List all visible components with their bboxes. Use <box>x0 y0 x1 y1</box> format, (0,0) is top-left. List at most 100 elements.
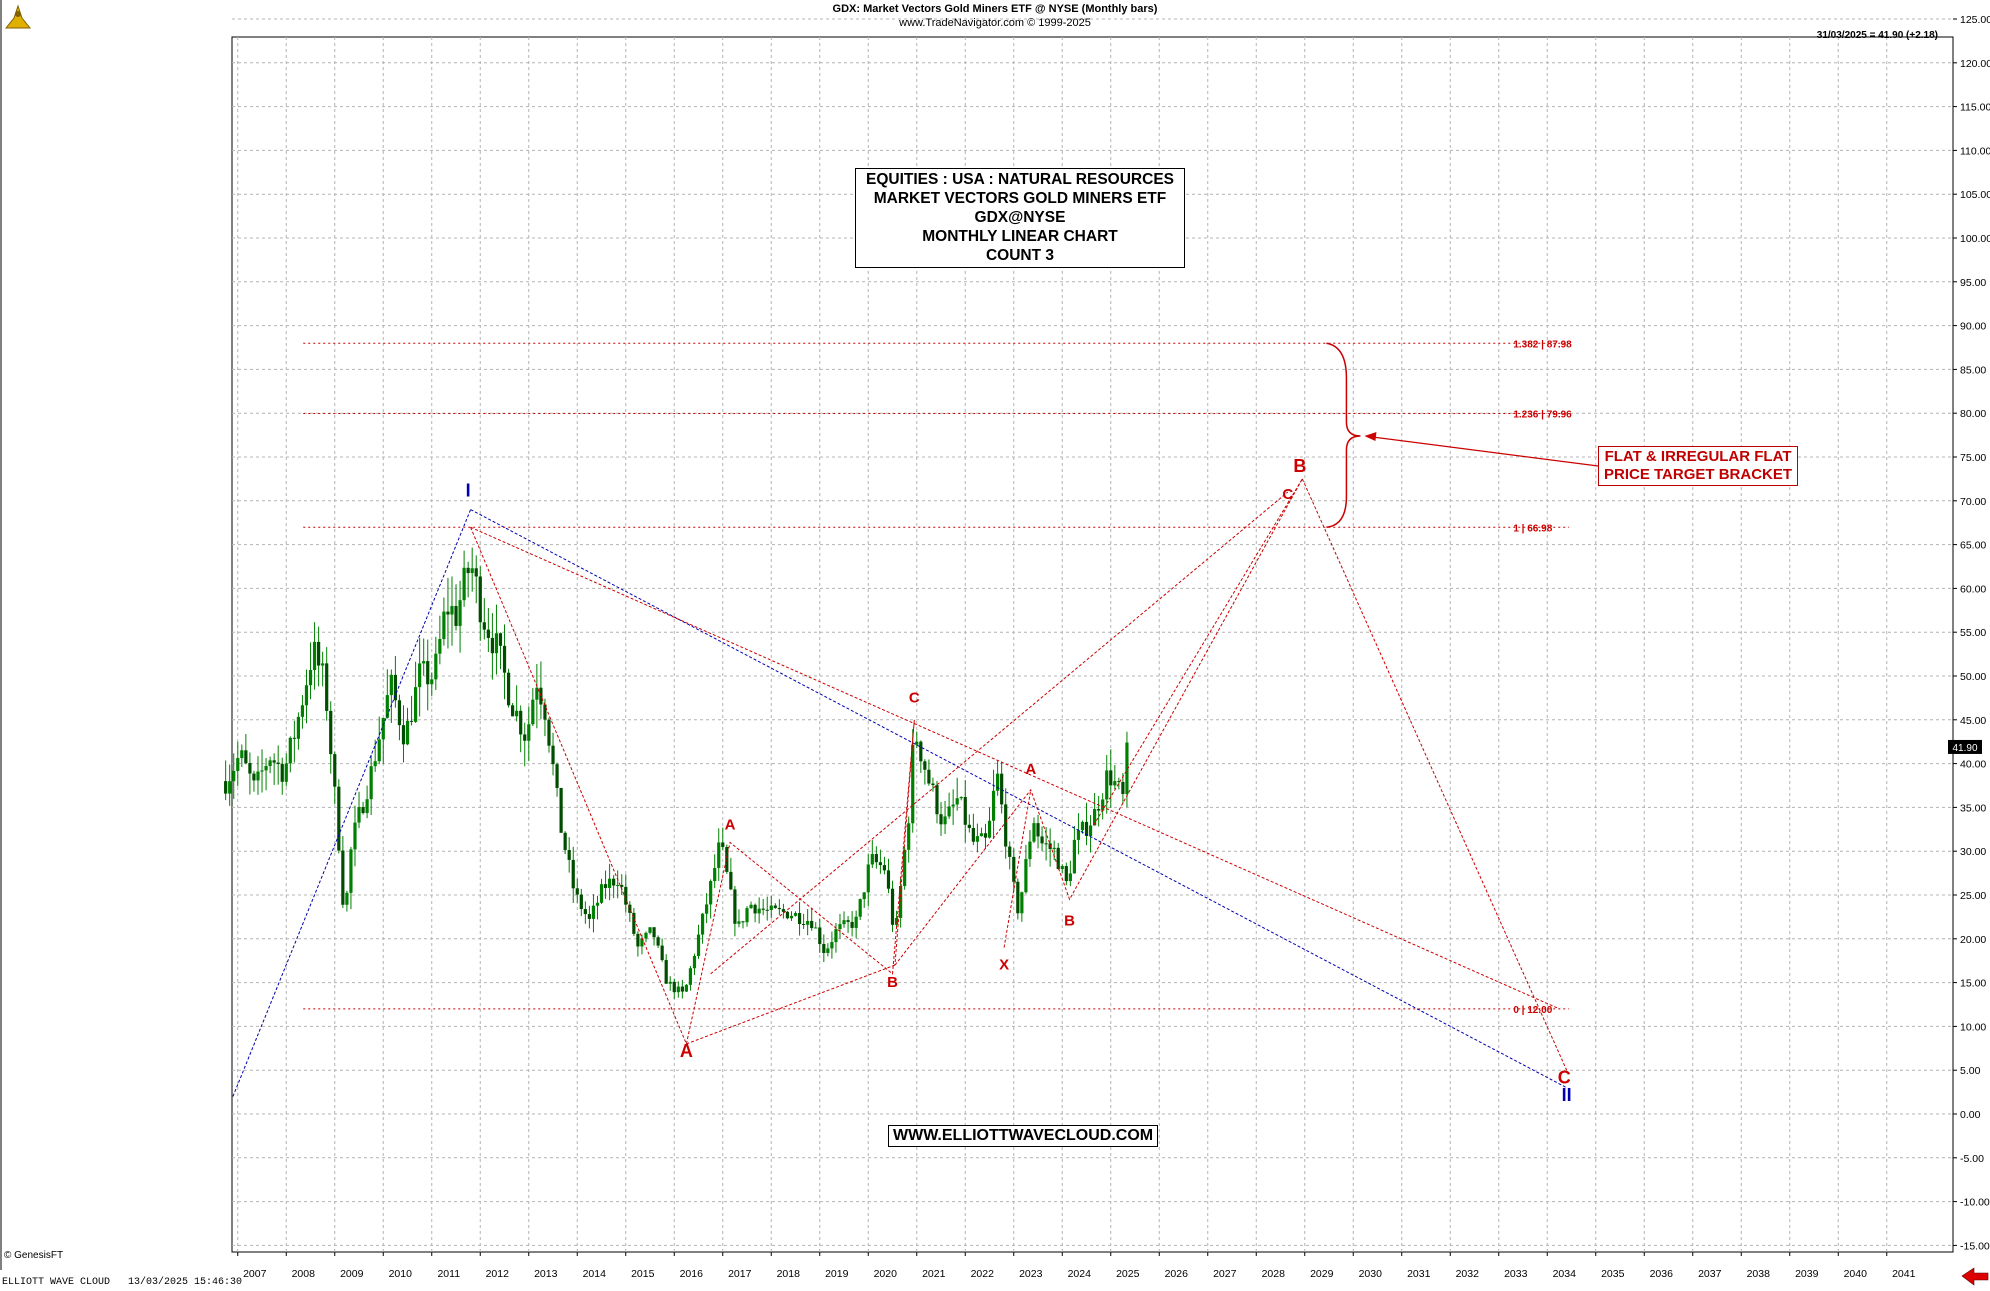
x-tick-label: 2016 <box>680 1268 704 1280</box>
candle-body <box>1040 836 1044 844</box>
candle-body <box>312 641 317 671</box>
candle-body <box>1125 742 1129 794</box>
x-tick-label: 2024 <box>1068 1268 1092 1280</box>
x-tick-label: 2021 <box>922 1268 946 1280</box>
candle-body <box>612 878 616 886</box>
candle-body <box>292 737 296 739</box>
candle-body <box>377 739 381 762</box>
candle-body <box>769 905 773 911</box>
candle-body <box>899 885 903 918</box>
wave-label: C <box>1558 1067 1571 1087</box>
candle-body <box>515 710 519 717</box>
x-tick-label: 2034 <box>1553 1268 1577 1280</box>
candle-body <box>466 567 470 574</box>
candle-body <box>414 687 418 722</box>
x-tick-label: 2029 <box>1310 1268 1334 1280</box>
wave-label: B <box>1064 913 1075 930</box>
candle-body <box>535 687 539 700</box>
candle-body <box>838 924 842 930</box>
candle-body <box>280 764 284 782</box>
candle-body <box>599 884 604 903</box>
candle-body <box>709 881 713 905</box>
candle-body <box>692 955 697 969</box>
candle-body <box>741 921 745 923</box>
chart-subtitle: www.TradeNavigator.com © 1999-2025 <box>899 17 1091 29</box>
candle-body <box>765 909 769 911</box>
candle-body <box>349 849 353 893</box>
candle-body <box>907 823 911 850</box>
candle-body <box>733 889 737 924</box>
candle-body <box>450 606 454 615</box>
candle-body <box>304 685 309 706</box>
x-tick-label: 2019 <box>825 1268 849 1280</box>
candle-body <box>357 807 361 823</box>
candle-body <box>1076 830 1081 840</box>
candle-body <box>1068 873 1072 882</box>
candle-body <box>1072 839 1076 874</box>
candle-body <box>555 764 559 788</box>
candle-body <box>696 934 701 956</box>
candle-body <box>684 984 688 992</box>
candle-body <box>252 773 256 781</box>
plot-frame <box>231 36 1954 1253</box>
candle-body <box>1060 866 1064 870</box>
candle-body <box>284 763 288 782</box>
x-tick-label: 2033 <box>1504 1268 1528 1280</box>
y-tick-label: 25.00 <box>1960 890 1986 902</box>
candle-body <box>737 921 741 924</box>
candle-body <box>777 907 781 910</box>
candle-body <box>547 719 551 746</box>
candle-body <box>903 849 907 886</box>
wave-label: C <box>1282 486 1293 503</box>
candle-body <box>991 790 996 821</box>
candle-body <box>793 913 798 916</box>
candle-body <box>385 695 389 718</box>
candle-body <box>462 567 466 601</box>
candle-body <box>947 806 951 817</box>
candle-body <box>919 741 923 762</box>
candle-body <box>486 629 490 638</box>
candle-body <box>438 639 442 654</box>
candle-body <box>1113 781 1117 786</box>
x-tick-label: 2013 <box>534 1268 558 1280</box>
copyright: © GenesisFT <box>4 1250 64 1261</box>
candle-body <box>1016 881 1020 914</box>
y-tick-label: 90.00 <box>1960 321 1986 333</box>
candle-body <box>442 611 446 640</box>
x-tick-label: 2028 <box>1262 1268 1286 1280</box>
candle-body <box>1084 821 1089 836</box>
candle-body <box>866 864 870 893</box>
candle-body <box>878 862 882 866</box>
x-tick-label: 2017 <box>728 1268 752 1280</box>
candle-body <box>672 981 676 993</box>
candle-body <box>882 865 887 871</box>
candle-body <box>458 600 462 626</box>
candle-body <box>648 927 652 933</box>
candle-body <box>923 761 927 770</box>
candle-body <box>325 663 329 711</box>
candle-body <box>890 888 895 925</box>
candle-body <box>296 716 300 739</box>
scroll-left-icon <box>1961 1267 1989 1286</box>
candle-body <box>943 816 947 825</box>
candle-body <box>567 850 571 860</box>
y-tick-label: 125.00 <box>1960 14 1990 26</box>
x-tick-label: 2037 <box>1698 1268 1722 1280</box>
candle-body <box>224 781 228 794</box>
candle-body <box>345 892 349 905</box>
candle-body <box>563 832 567 851</box>
candle-body <box>781 909 785 912</box>
candle-body <box>1000 773 1004 805</box>
candle-body <box>644 932 648 939</box>
x-tick-label: 2015 <box>631 1268 655 1280</box>
x-tick-label: 2012 <box>486 1268 510 1280</box>
candle-body <box>830 942 834 949</box>
wave-label: C <box>909 689 920 706</box>
fib-level-label: 0 | 12.00 <box>1513 1005 1552 1016</box>
candle-body <box>951 804 955 807</box>
y-tick-label: 75.00 <box>1960 452 1986 464</box>
candle-body <box>490 637 494 654</box>
candle-body <box>1064 866 1068 882</box>
y-tick-label: 50.00 <box>1960 671 1986 683</box>
